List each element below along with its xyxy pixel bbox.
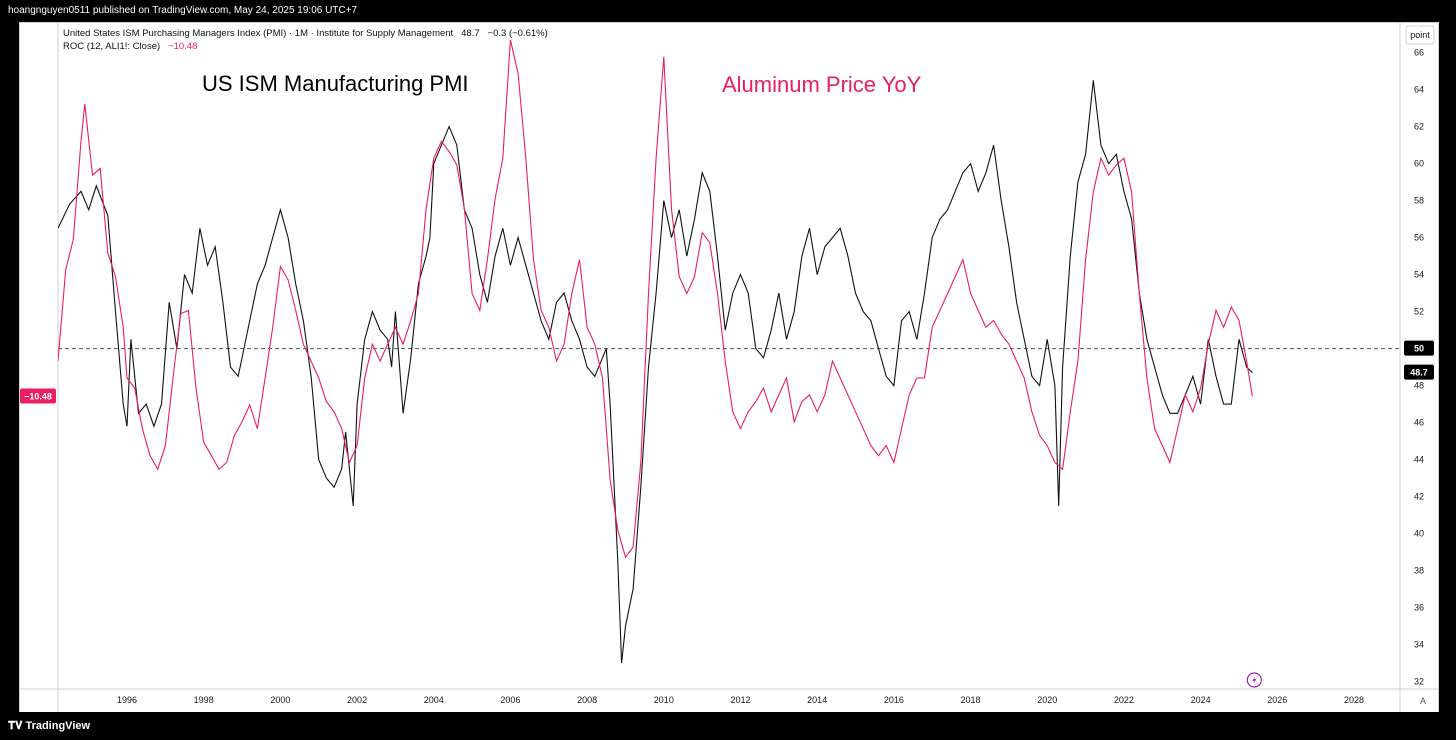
x-tick-label: 2026: [1267, 695, 1287, 705]
a-button[interactable]: A: [1420, 696, 1426, 706]
x-tick-label: 2000: [270, 695, 290, 705]
right-tick-label: 60: [1414, 159, 1424, 169]
right-tick-label: 42: [1414, 492, 1424, 502]
right-tick-label: 54: [1414, 270, 1424, 280]
pmi-last-tag: 48.7: [1410, 368, 1428, 378]
right-tick-label: 52: [1414, 307, 1424, 317]
unit-box[interactable]: [1405, 25, 1435, 45]
x-tick-label: 2018: [961, 695, 981, 705]
x-tick-label: 2012: [730, 695, 750, 705]
legend-roc-name: ROC (12, ALI1!: Close): [63, 41, 161, 52]
right-tick-label: 44: [1414, 455, 1424, 465]
x-tick-label: 2020: [1037, 695, 1057, 705]
right-tick-label: 38: [1414, 566, 1424, 576]
tradingview-brand: TradingView: [25, 720, 91, 732]
legend-row-roc[interactable]: ROC (12, ALI1!: Close) −10.48: [63, 40, 548, 53]
legend-row-pmi[interactable]: United States ISM Purchasing Managers In…: [63, 27, 548, 40]
roc-last-tag-bg: [20, 388, 56, 404]
chart-svg: 90.0080.0070.0060.0050.0040.0030.0020.00…: [20, 23, 1438, 713]
chart-panel[interactable]: 90.0080.0070.0060.0050.0040.0030.0020.00…: [19, 22, 1439, 714]
right-tick-label: 64: [1414, 85, 1424, 95]
right-tick-label: 58: [1414, 196, 1424, 206]
x-tick-label: 2028: [1344, 695, 1364, 705]
price-tags: 50 48.7 −10.48: [20, 340, 1434, 404]
right-tick-label: 66: [1414, 48, 1424, 58]
x-tick-label: 1996: [117, 695, 137, 705]
left-axis-bg: [20, 23, 58, 713]
tradingview-logo[interactable]: 𝐓𝐕 TradingView: [8, 720, 90, 733]
annotation-pmi[interactable]: US ISM Manufacturing PMI: [202, 71, 469, 96]
right-axis: 66 64 62 60 58 56 54 52 50 48 46 44 42 40 38 36 34 32 poin…: [1405, 25, 1435, 687]
plot-area: [20, 23, 1438, 713]
right-tick-label: 34: [1414, 640, 1424, 650]
legend-pmi-last: 48.7: [461, 28, 480, 39]
x-tick-label: 2024: [1191, 695, 1211, 705]
right-tick-label: 62: [1414, 122, 1424, 132]
pmi-series-line[interactable]: [58, 80, 1253, 664]
legend: United States ISM Purchasing Managers In…: [63, 27, 548, 53]
right-tick-label: 56: [1414, 233, 1424, 243]
x-tick-label: 2008: [577, 695, 597, 705]
ref-50-tag-bg: [1404, 340, 1434, 356]
legend-pmi-change: −0.3 (−0.61%): [487, 28, 548, 39]
right-tick-label: 36: [1414, 603, 1424, 613]
unit-label: point: [1410, 30, 1430, 40]
legend-roc-last: −10.48: [168, 41, 198, 52]
roc-last-tag: −10.48: [24, 392, 52, 402]
right-tick-label: 32: [1414, 677, 1424, 687]
x-tick-label: 1998: [194, 695, 214, 705]
x-axis: 1996 1998 2000 2002 2004 2006 2008 2010 2012 2014…: [31, 695, 1426, 706]
tradingview-logo-icon: 𝐓𝐕: [8, 720, 23, 732]
x-tick-label: 2014: [807, 695, 827, 705]
x-tick-label: 2022: [1114, 695, 1134, 705]
ref-50-tag: 50: [1414, 344, 1424, 354]
lightning-glyph: [1252, 676, 1257, 684]
x-tick-label: 2006: [500, 695, 520, 705]
annotation-aluminum[interactable]: Aluminum Price YoY: [722, 72, 922, 97]
x-tick-label: 2010: [654, 695, 674, 705]
right-tick-label: 48: [1414, 381, 1424, 391]
pmi-last-tag-bg: [1404, 364, 1434, 380]
x-tick-label: 2016: [884, 695, 904, 705]
right-tick-label: 40: [1414, 529, 1424, 539]
x-tick-label: 2004: [424, 695, 444, 705]
x-tick-label: 2002: [347, 695, 367, 705]
right-tick-label: 46: [1414, 418, 1424, 428]
footer-bar: 𝐓𝐕 TradingView: [0, 712, 1456, 740]
legend-pmi-name: United States ISM Purchasing Managers In…: [63, 28, 454, 39]
aluminum-roc-series-line[interactable]: [58, 39, 1253, 559]
publisher-line: hoangnguyen0511 published on TradingView…: [8, 5, 358, 16]
publisher-bar: hoangnguyen0511 published on TradingView…: [0, 0, 1456, 22]
